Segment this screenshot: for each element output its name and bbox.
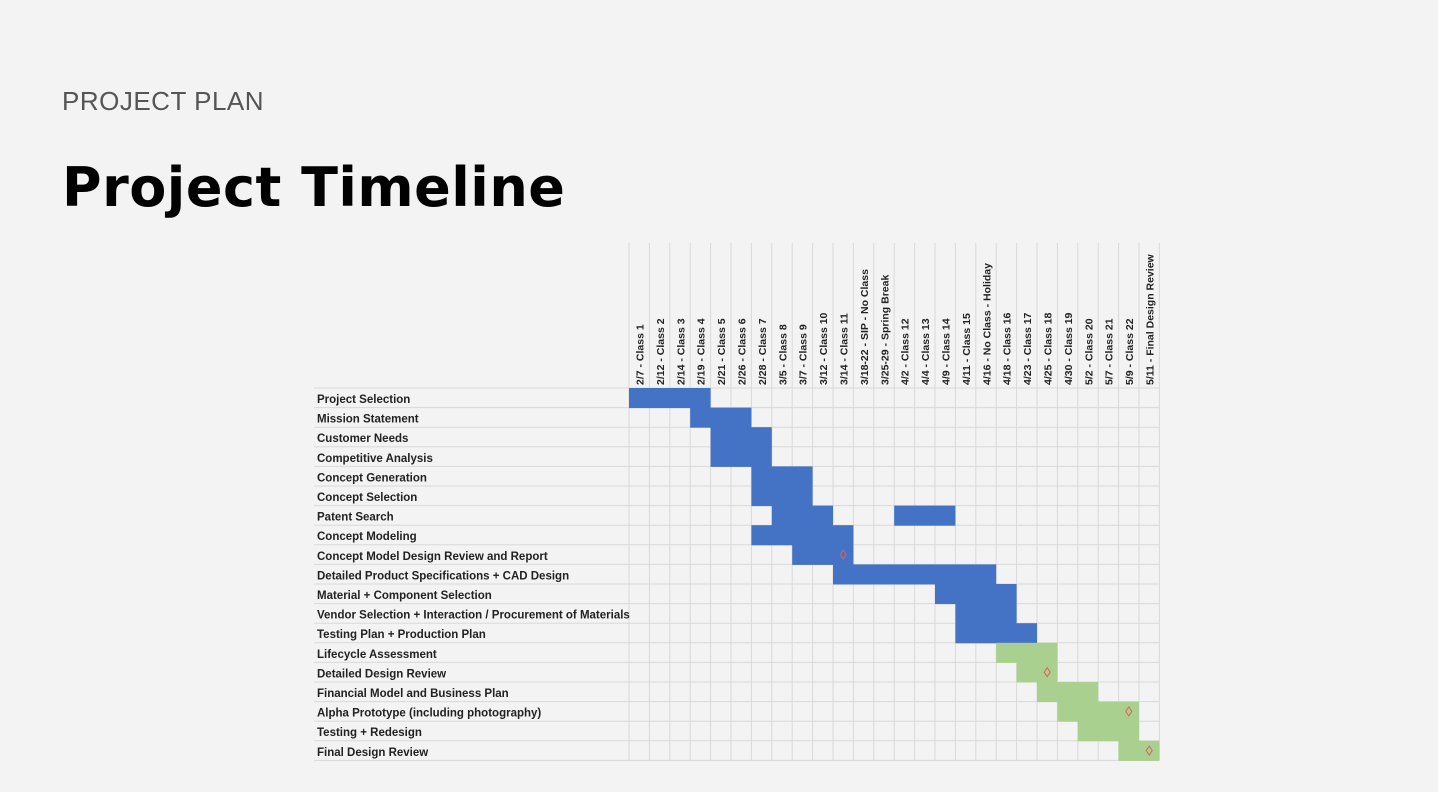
task-bar [690, 407, 752, 428]
column-header-label: 2/7 - Class 1 [635, 324, 647, 385]
task-bar [1037, 682, 1099, 703]
task-bar [955, 623, 1037, 644]
task-bar [751, 525, 854, 546]
task-label: Final Design Review [317, 747, 428, 759]
task-bar [710, 427, 772, 448]
milestone-diamond [1125, 705, 1133, 717]
task-label: Material + Component Selection [317, 590, 492, 602]
task-bar [751, 486, 813, 507]
task-label: Testing + Redesign [317, 727, 422, 739]
column-header-label: 5/11 - Final Design Review [1145, 253, 1157, 385]
task-label: Lifecycle Assessment [317, 649, 437, 661]
column-header-label: 2/14 - Class 3 [675, 318, 687, 385]
milestone-diamond [839, 549, 847, 561]
column-header-label: 3/5 - Class 8 [777, 324, 789, 385]
milestone-diamond [1043, 666, 1051, 678]
task-bar [935, 584, 1017, 605]
task-bar [1057, 701, 1139, 722]
column-header-label: 4/25 - Class 18 [1043, 312, 1055, 385]
task-label: Vendor Selection + Interaction / Procure… [317, 610, 630, 622]
task-label: Concept Model Design Review and Report [317, 551, 548, 563]
column-header-label: 4/2 - Class 12 [900, 318, 912, 385]
task-bar [833, 564, 997, 585]
section-eyebrow: PROJECT PLAN [62, 86, 265, 116]
column-header-label: 2/21 - Class 5 [716, 318, 728, 385]
column-header-label: 2/19 - Class 4 [696, 318, 708, 385]
task-label: Concept Modeling [317, 531, 417, 543]
task-bar [996, 642, 1058, 663]
task-bar [1077, 721, 1139, 742]
column-header-label: 4/4 - Class 13 [920, 318, 932, 385]
column-header-label: 2/28 - Class 7 [757, 318, 769, 385]
task-label: Project Selection [317, 394, 410, 406]
task-bar [629, 388, 711, 409]
task-label: Competitive Analysis [317, 453, 433, 465]
task-label: Patent Search [317, 512, 394, 524]
column-header-label: 3/25-29 - Spring Break [879, 275, 891, 385]
column-header-label: 3/7 - Class 9 [798, 324, 810, 385]
column-header-label: 5/7 - Class 21 [1104, 318, 1116, 385]
column-header-label: 5/2 - Class 20 [1083, 318, 1095, 385]
task-bar [771, 505, 833, 526]
task-label: Customer Needs [317, 433, 408, 445]
task-bar [1118, 740, 1160, 761]
column-header-label: 3/18-22 - SIP - No Class [859, 269, 871, 385]
column-header-label: 3/14 - Class 11 [839, 313, 851, 385]
task-label: Testing Plan + Production Plan [317, 629, 486, 641]
task-bar [894, 505, 956, 526]
column-header-label: 4/30 - Class 19 [1063, 312, 1075, 385]
task-label: Alpha Prototype (including photography) [317, 708, 541, 720]
page-title: Project Timeline [62, 156, 566, 219]
task-label: Concept Selection [317, 492, 417, 504]
task-label: Concept Generation [317, 472, 427, 484]
task-bar [955, 603, 1017, 624]
task-bar [710, 446, 772, 467]
milestone-diamond [1145, 745, 1153, 757]
task-label: Financial Model and Business Plan [317, 688, 509, 700]
column-header-label: 3/12 - Class 10 [818, 312, 830, 385]
task-bar [792, 544, 854, 565]
task-bar [751, 466, 813, 487]
column-header-label: 5/9 - Class 22 [1124, 318, 1136, 385]
task-label: Detailed Design Review [317, 668, 446, 680]
column-header-label: 4/11 - Class 15 [961, 313, 973, 385]
column-header-label: 4/16 - No Class - Holiday [981, 263, 993, 385]
task-label: Mission Statement [317, 414, 419, 426]
column-header-label: 4/23 - Class 17 [1022, 312, 1034, 385]
column-header-label: 4/18 - Class 16 [1002, 312, 1014, 385]
column-header-label: 4/9 - Class 14 [941, 318, 953, 385]
task-label: Detailed Product Specifications + CAD De… [317, 570, 569, 582]
column-header-label: 2/26 - Class 6 [737, 318, 749, 385]
column-header-label: 2/12 - Class 2 [655, 318, 667, 385]
task-bar [1016, 662, 1058, 683]
